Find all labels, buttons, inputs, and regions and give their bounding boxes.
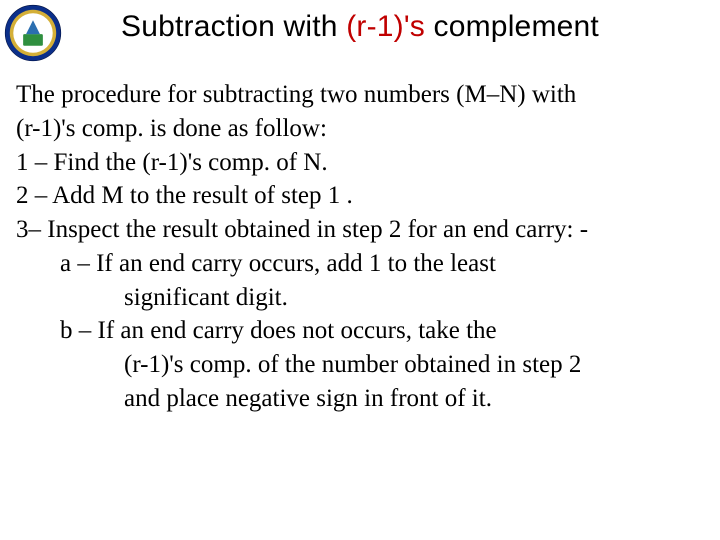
slide-body: The procedure for subtracting two number…	[16, 78, 704, 416]
body-line-sub: and place negative sign in front of it.	[16, 382, 704, 416]
title-prefix: Subtraction with	[121, 10, 346, 43]
body-line: The procedure for subtracting two number…	[16, 78, 704, 112]
body-line-sub: (r-1)'s comp. of the number obtained in …	[16, 348, 704, 382]
body-line: (r-1)'s comp. is done as follow:	[16, 112, 704, 146]
body-line-sub: a – If an end carry occurs, add 1 to the…	[16, 247, 704, 281]
body-line: 2 – Add M to the result of step 1 .	[16, 179, 704, 213]
body-line: 3– Inspect the result obtained in step 2…	[16, 213, 704, 247]
slide: Subtraction with (r-1)'s complement The …	[0, 0, 720, 540]
body-line-sub: significant digit.	[16, 281, 704, 315]
body-line-sub: b – If an end carry does not occurs, tak…	[16, 314, 704, 348]
body-line: 1 – Find the (r-1)'s comp. of N.	[16, 146, 704, 180]
slide-title: Subtraction with (r-1)'s complement	[0, 10, 720, 44]
title-accent: (r-1)'s	[346, 10, 425, 43]
title-suffix: complement	[425, 10, 599, 43]
